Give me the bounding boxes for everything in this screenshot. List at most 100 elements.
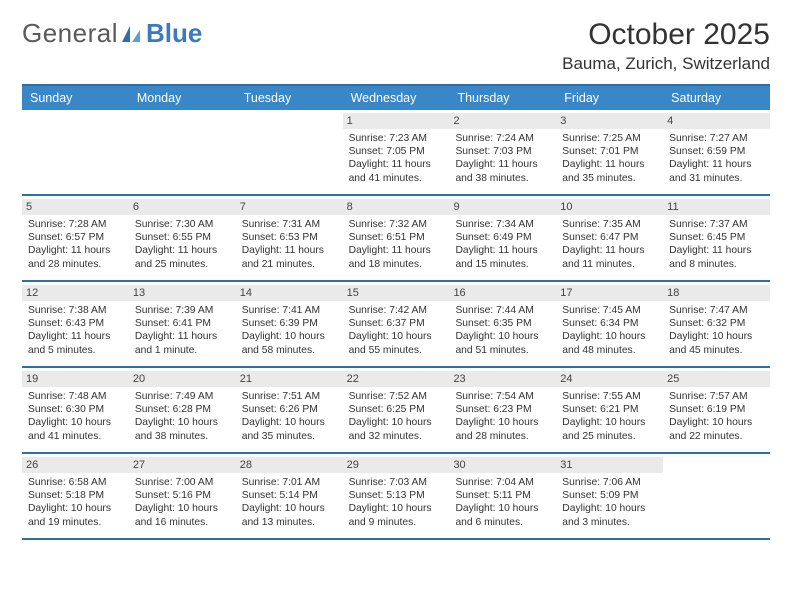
- calendar: SundayMondayTuesdayWednesdayThursdayFrid…: [22, 84, 770, 540]
- sunset-line: Sunset: 6:30 PM: [28, 403, 123, 416]
- sunrise-line: Sunrise: 7:42 AM: [349, 304, 444, 317]
- day-number: 13: [129, 285, 236, 301]
- sunset-line: Sunset: 6:41 PM: [135, 317, 230, 330]
- sunrise-line: Sunrise: 7:31 AM: [242, 218, 337, 231]
- daylight-line: Daylight: 10 hours and 45 minutes.: [669, 330, 764, 356]
- day-cell: 6Sunrise: 7:30 AMSunset: 6:55 PMDaylight…: [129, 196, 236, 280]
- weekday-header: Wednesday: [343, 86, 450, 110]
- sunrise-line: Sunrise: 7:37 AM: [669, 218, 764, 231]
- day-cell: 1Sunrise: 7:23 AMSunset: 7:05 PMDaylight…: [343, 110, 450, 194]
- weekday-header: Thursday: [449, 86, 556, 110]
- day-cell: 27Sunrise: 7:00 AMSunset: 5:16 PMDayligh…: [129, 454, 236, 538]
- day-cell: 15Sunrise: 7:42 AMSunset: 6:37 PMDayligh…: [343, 282, 450, 366]
- sunset-line: Sunset: 5:18 PM: [28, 489, 123, 502]
- day-number: 3: [556, 113, 663, 129]
- day-cell: 25Sunrise: 7:57 AMSunset: 6:19 PMDayligh…: [663, 368, 770, 452]
- day-cell: 17Sunrise: 7:45 AMSunset: 6:34 PMDayligh…: [556, 282, 663, 366]
- daylight-line: Daylight: 10 hours and 55 minutes.: [349, 330, 444, 356]
- day-cell: 28Sunrise: 7:01 AMSunset: 5:14 PMDayligh…: [236, 454, 343, 538]
- daylight-line: Daylight: 10 hours and 6 minutes.: [455, 502, 550, 528]
- sunrise-line: Sunrise: 7:27 AM: [669, 132, 764, 145]
- daylight-line: Daylight: 10 hours and 19 minutes.: [28, 502, 123, 528]
- sunrise-line: Sunrise: 7:51 AM: [242, 390, 337, 403]
- day-number: 18: [663, 285, 770, 301]
- daylight-line: Daylight: 10 hours and 51 minutes.: [455, 330, 550, 356]
- day-number: 11: [663, 199, 770, 215]
- week-row: 1Sunrise: 7:23 AMSunset: 7:05 PMDaylight…: [22, 110, 770, 196]
- daylight-line: Daylight: 10 hours and 9 minutes.: [349, 502, 444, 528]
- week-row: 12Sunrise: 7:38 AMSunset: 6:43 PMDayligh…: [22, 282, 770, 368]
- sunset-line: Sunset: 6:25 PM: [349, 403, 444, 416]
- sunset-line: Sunset: 6:47 PM: [562, 231, 657, 244]
- daylight-line: Daylight: 10 hours and 28 minutes.: [455, 416, 550, 442]
- brand-logo: General Blue: [22, 18, 202, 49]
- sunset-line: Sunset: 6:39 PM: [242, 317, 337, 330]
- day-cell: 29Sunrise: 7:03 AMSunset: 5:13 PMDayligh…: [343, 454, 450, 538]
- sunset-line: Sunset: 6:51 PM: [349, 231, 444, 244]
- sunrise-line: Sunrise: 7:04 AM: [455, 476, 550, 489]
- day-cell: 16Sunrise: 7:44 AMSunset: 6:35 PMDayligh…: [449, 282, 556, 366]
- daylight-line: Daylight: 11 hours and 38 minutes.: [455, 158, 550, 184]
- sunrise-line: Sunrise: 7:55 AM: [562, 390, 657, 403]
- day-number: 2: [449, 113, 556, 129]
- location-subtitle: Bauma, Zurich, Switzerland: [562, 54, 770, 74]
- daylight-line: Daylight: 11 hours and 21 minutes.: [242, 244, 337, 270]
- day-cell: 13Sunrise: 7:39 AMSunset: 6:41 PMDayligh…: [129, 282, 236, 366]
- sunset-line: Sunset: 6:55 PM: [135, 231, 230, 244]
- day-number: 10: [556, 199, 663, 215]
- day-cell-blank: [22, 110, 129, 194]
- sunrise-line: Sunrise: 7:47 AM: [669, 304, 764, 317]
- day-number: 22: [343, 371, 450, 387]
- daylight-line: Daylight: 10 hours and 48 minutes.: [562, 330, 657, 356]
- day-cell: 9Sunrise: 7:34 AMSunset: 6:49 PMDaylight…: [449, 196, 556, 280]
- day-number: 20: [129, 371, 236, 387]
- daylight-line: Daylight: 11 hours and 31 minutes.: [669, 158, 764, 184]
- day-cell: 24Sunrise: 7:55 AMSunset: 6:21 PMDayligh…: [556, 368, 663, 452]
- daylight-line: Daylight: 11 hours and 8 minutes.: [669, 244, 764, 270]
- sunset-line: Sunset: 6:23 PM: [455, 403, 550, 416]
- sunset-line: Sunset: 6:21 PM: [562, 403, 657, 416]
- sunrise-line: Sunrise: 7:39 AM: [135, 304, 230, 317]
- daylight-line: Daylight: 10 hours and 41 minutes.: [28, 416, 123, 442]
- month-title: October 2025: [562, 18, 770, 52]
- day-number: 23: [449, 371, 556, 387]
- weekday-header: Friday: [556, 86, 663, 110]
- day-cell-blank: [663, 454, 770, 538]
- sunset-line: Sunset: 7:03 PM: [455, 145, 550, 158]
- sunrise-line: Sunrise: 7:03 AM: [349, 476, 444, 489]
- sunrise-line: Sunrise: 7:57 AM: [669, 390, 764, 403]
- day-number: 28: [236, 457, 343, 473]
- day-number: 8: [343, 199, 450, 215]
- day-number: 21: [236, 371, 343, 387]
- sunset-line: Sunset: 6:28 PM: [135, 403, 230, 416]
- day-cell: 2Sunrise: 7:24 AMSunset: 7:03 PMDaylight…: [449, 110, 556, 194]
- sunrise-line: Sunrise: 7:25 AM: [562, 132, 657, 145]
- sunrise-line: Sunrise: 7:44 AM: [455, 304, 550, 317]
- sunset-line: Sunset: 6:53 PM: [242, 231, 337, 244]
- sunrise-line: Sunrise: 7:45 AM: [562, 304, 657, 317]
- day-number: 31: [556, 457, 663, 473]
- week-row: 19Sunrise: 7:48 AMSunset: 6:30 PMDayligh…: [22, 368, 770, 454]
- day-number: 26: [22, 457, 129, 473]
- sunset-line: Sunset: 5:11 PM: [455, 489, 550, 502]
- day-cell: 4Sunrise: 7:27 AMSunset: 6:59 PMDaylight…: [663, 110, 770, 194]
- day-number: 5: [22, 199, 129, 215]
- daylight-line: Daylight: 11 hours and 35 minutes.: [562, 158, 657, 184]
- sunrise-line: Sunrise: 7:34 AM: [455, 218, 550, 231]
- day-cell: 8Sunrise: 7:32 AMSunset: 6:51 PMDaylight…: [343, 196, 450, 280]
- weekday-header-row: SundayMondayTuesdayWednesdayThursdayFrid…: [22, 86, 770, 110]
- title-block: October 2025 Bauma, Zurich, Switzerland: [562, 18, 770, 80]
- day-cell: 12Sunrise: 7:38 AMSunset: 6:43 PMDayligh…: [22, 282, 129, 366]
- sunrise-line: Sunrise: 7:38 AM: [28, 304, 123, 317]
- day-number: 27: [129, 457, 236, 473]
- day-number: 9: [449, 199, 556, 215]
- day-cell: 23Sunrise: 7:54 AMSunset: 6:23 PMDayligh…: [449, 368, 556, 452]
- daylight-line: Daylight: 10 hours and 13 minutes.: [242, 502, 337, 528]
- day-cell: 3Sunrise: 7:25 AMSunset: 7:01 PMDaylight…: [556, 110, 663, 194]
- day-cell: 18Sunrise: 7:47 AMSunset: 6:32 PMDayligh…: [663, 282, 770, 366]
- daylight-line: Daylight: 10 hours and 35 minutes.: [242, 416, 337, 442]
- day-number: 19: [22, 371, 129, 387]
- sunrise-line: Sunrise: 7:41 AM: [242, 304, 337, 317]
- header: General Blue October 2025 Bauma, Zurich,…: [22, 18, 770, 80]
- sunset-line: Sunset: 5:09 PM: [562, 489, 657, 502]
